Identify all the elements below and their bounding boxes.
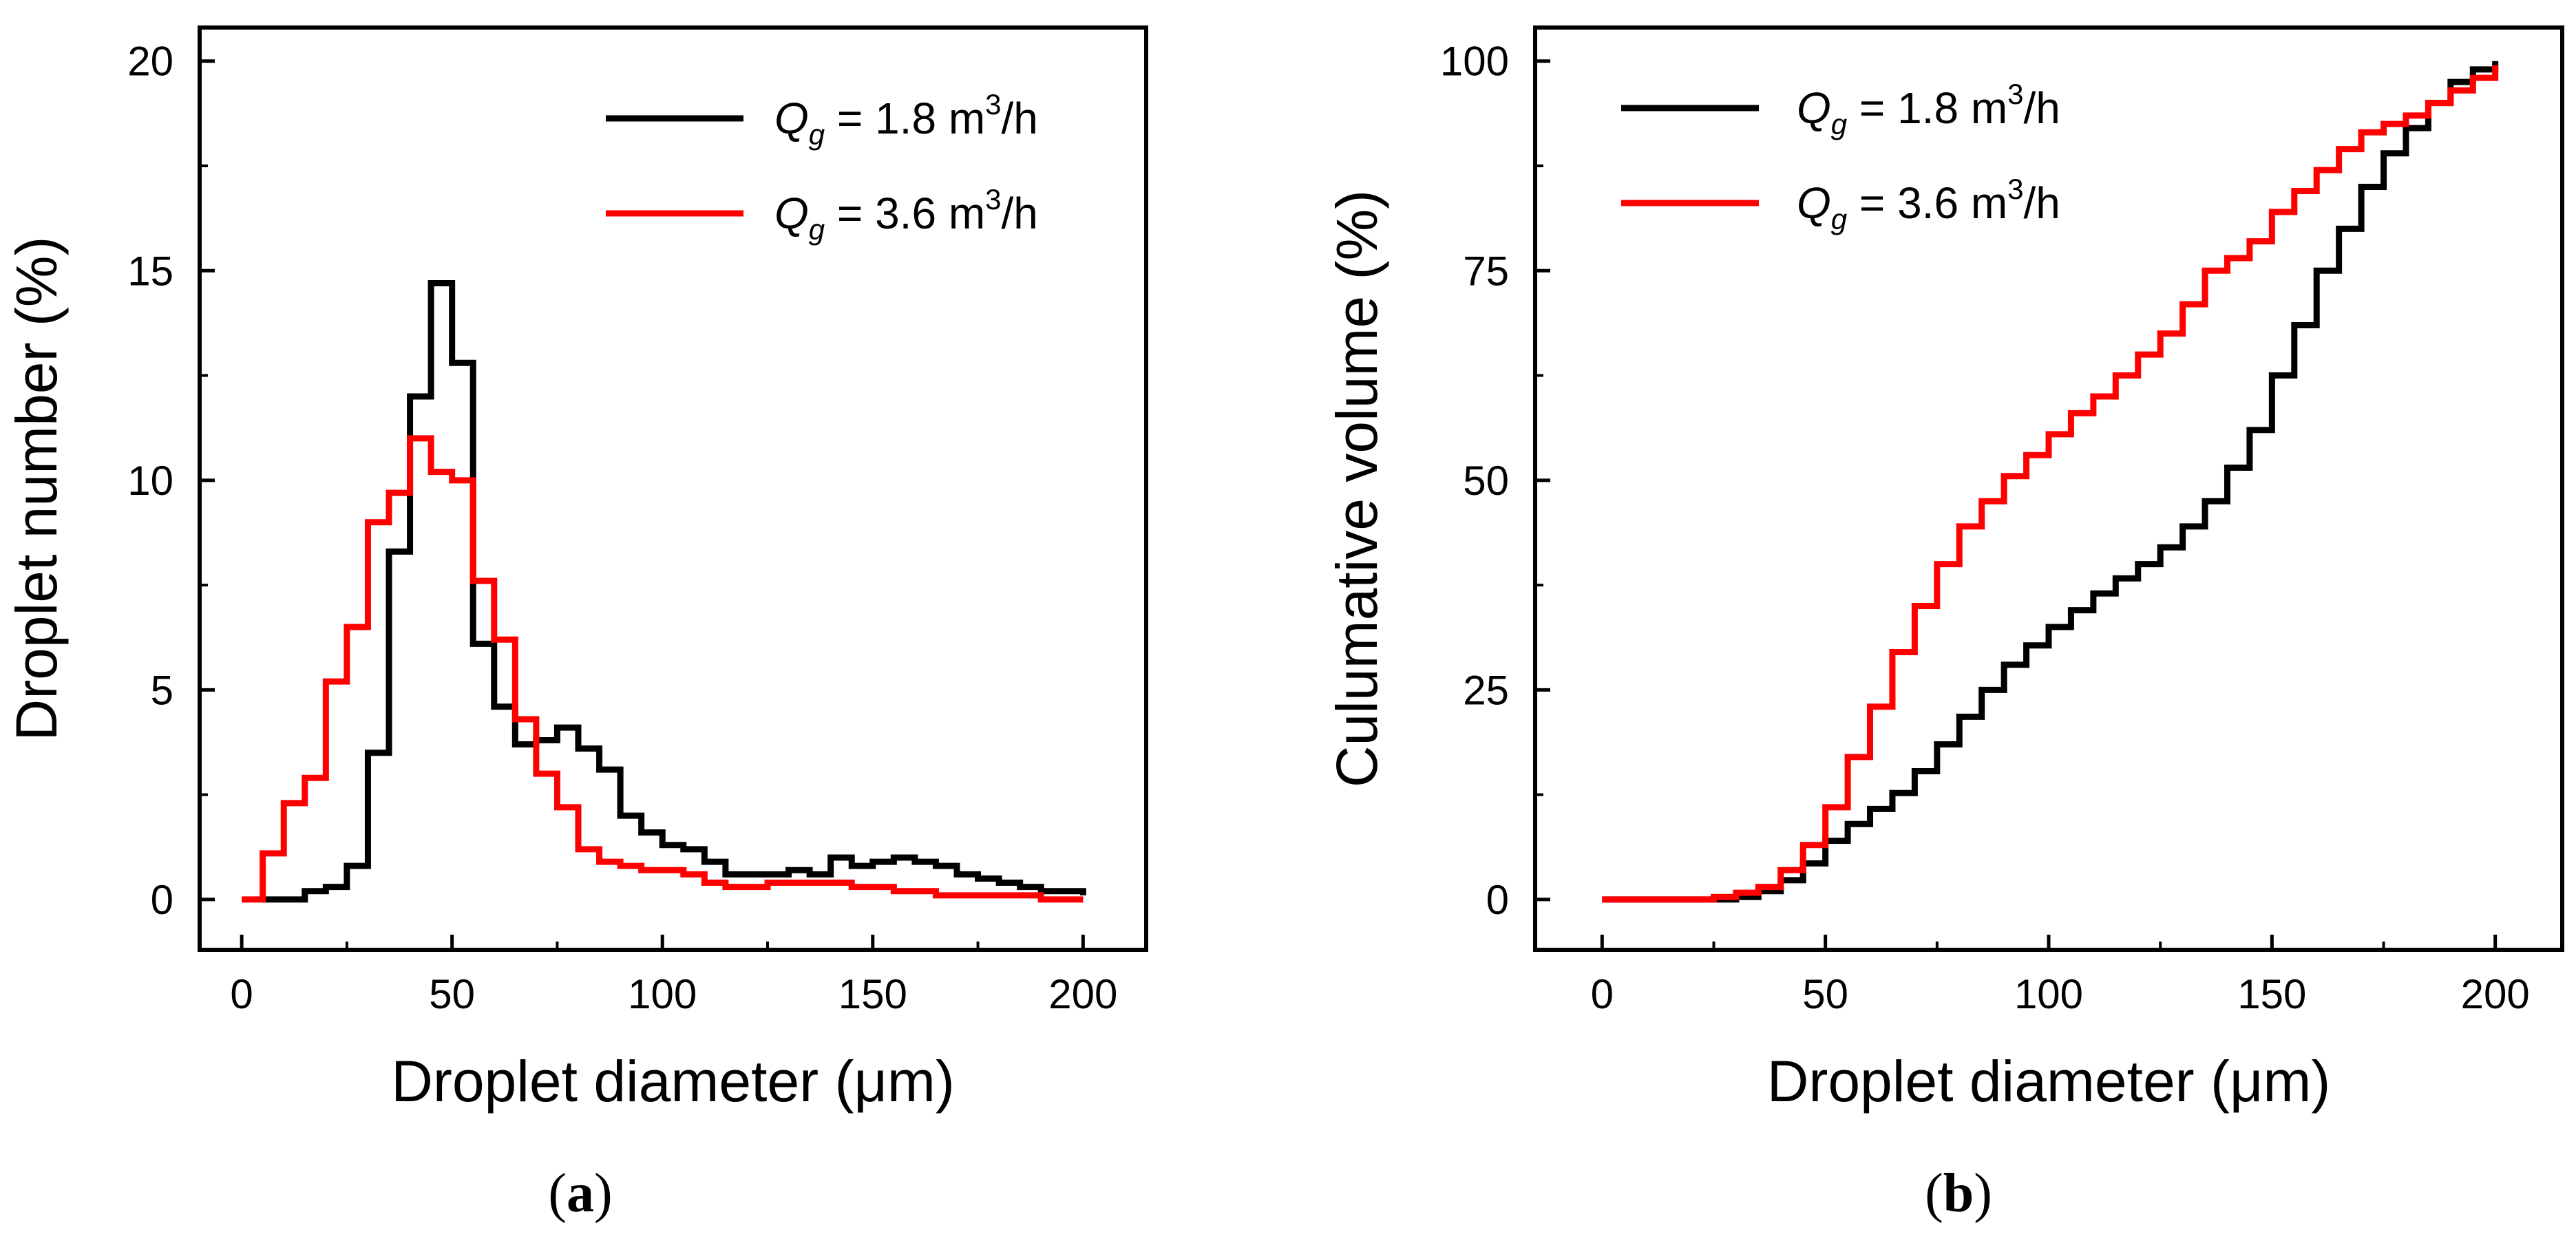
plot-frame-a xyxy=(198,25,1148,952)
x-tick-label-a-4: 200 xyxy=(1048,971,1117,1017)
panel-a-droplet-number: 0 50 100 150 200 0 5 10 15 20 Droplet diameter (μm… xyxy=(4,25,1148,1224)
y-axis-title-a: Droplet number (%) xyxy=(4,237,69,741)
plot-frame-b xyxy=(1533,25,2564,952)
panel-label-b: (b) xyxy=(1925,1163,1992,1224)
series-line-a-1 xyxy=(262,280,1086,903)
x-tick-label-b-0: 0 xyxy=(1591,971,1614,1017)
y-tick-label-b-1: 25 xyxy=(1463,667,1509,713)
x-tick-label-a-0: 0 xyxy=(230,971,253,1017)
x-axis-title-b: Droplet diameter (μm) xyxy=(1767,1049,2331,1114)
y-tick-label-b-4: 100 xyxy=(1440,39,1509,85)
panel-b-cumulative-volume: 0 50 100 150 200 0 25 50 75 100 Droplet diameter (… xyxy=(1324,25,2564,1224)
x-tick-label-a-1: 50 xyxy=(429,971,475,1017)
series-line-a-2 xyxy=(242,435,1084,903)
x-tick-label-b-1: 50 xyxy=(1802,971,1848,1017)
y-axis-title-b: Culumative volume (%) xyxy=(1324,190,1389,787)
legend-label-a-2: Qg = 3.6 m3/h xyxy=(774,183,1038,246)
x-axis-title-a: Droplet diameter (μm) xyxy=(391,1049,955,1114)
series-line-b-2 xyxy=(1602,65,2499,903)
panel-label-a: (a) xyxy=(548,1163,612,1224)
x-tick-label-a-3: 150 xyxy=(838,971,907,1017)
y-tick-label-a-4: 20 xyxy=(127,39,173,85)
y-tick-label-b-3: 75 xyxy=(1463,248,1509,294)
y-tick-label-a-3: 15 xyxy=(127,248,173,294)
x-tick-label-a-2: 100 xyxy=(628,971,697,1017)
y-tick-label-b-2: 50 xyxy=(1463,458,1509,504)
legend-label-b-2: Qg = 3.6 m3/h xyxy=(1797,173,2060,235)
x-tick-label-b-2: 100 xyxy=(2014,971,2083,1017)
x-tick-label-b-4: 200 xyxy=(2461,971,2530,1017)
y-tick-label-a-1: 5 xyxy=(151,667,173,713)
y-tick-label-b-0: 0 xyxy=(1486,877,1509,923)
y-tick-label-a-0: 0 xyxy=(151,877,173,923)
legend-label-a-1: Qg = 1.8 m3/h xyxy=(774,88,1038,151)
y-tick-label-a-2: 10 xyxy=(127,458,173,504)
legend-label-b-1: Qg = 1.8 m3/h xyxy=(1797,78,2060,140)
x-tick-label-b-3: 150 xyxy=(2237,971,2306,1017)
